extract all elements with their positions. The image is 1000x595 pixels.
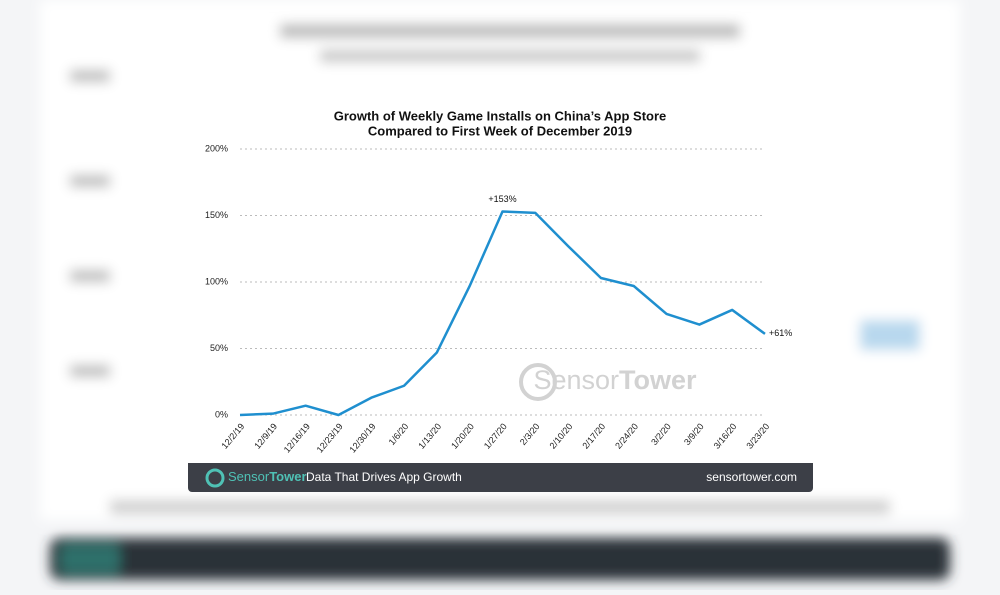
y-tick-label: 150% <box>205 210 228 220</box>
data-label: +153% <box>488 194 516 204</box>
y-tick-label: 50% <box>210 343 228 353</box>
line <box>239 210 766 417</box>
footer-url[interactable]: sensortower.com <box>706 470 797 484</box>
y-tick-label: 0% <box>215 409 228 419</box>
footer-logo <box>205 468 225 488</box>
chart-title: Growth of Weekly Game Installs on China’… <box>334 108 667 123</box>
chart-subtitle: Compared to First Week of December 2019 <box>368 123 632 138</box>
chart-card <box>188 96 813 492</box>
watermark: SensorTower <box>533 365 697 395</box>
watermark-part: Tower <box>619 365 697 395</box>
footer-bar <box>188 463 813 492</box>
data-label: +61% <box>769 328 792 338</box>
footer-brand: SensorTower <box>228 469 307 484</box>
watermark-logo <box>519 363 557 401</box>
brand-part: Tower <box>269 469 306 484</box>
y-tick-label: 200% <box>205 143 228 153</box>
watermark-part: Sensor <box>533 365 619 395</box>
y-tick-label: 100% <box>205 276 228 286</box>
brand-part: Sensor <box>228 469 270 484</box>
footer-tagline: Data That Drives App Growth <box>306 470 462 484</box>
